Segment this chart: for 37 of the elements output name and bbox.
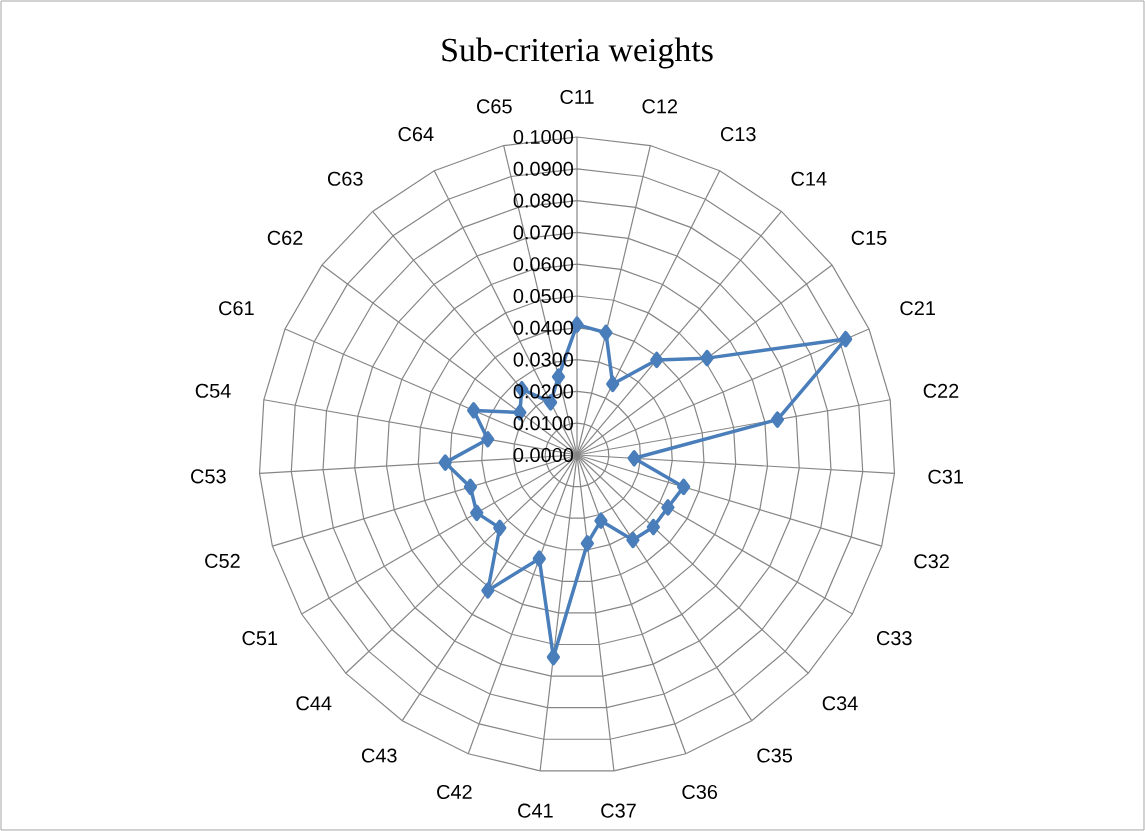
spoke-label: C32	[914, 554, 949, 569]
y-tick-label: 0.0000	[513, 447, 574, 463]
y-tick-label: 0.0600	[513, 257, 574, 272]
spoke-label: C15	[851, 230, 887, 245]
spoke-label: C63	[327, 171, 363, 186]
spoke-label: C42	[437, 784, 472, 799]
y-tick-label: 0.0800	[513, 193, 574, 208]
spoke-label: C37	[601, 803, 636, 818]
y-tick-label: 0.0100	[513, 416, 574, 431]
spoke-label: C41	[518, 803, 553, 818]
spoke-label: C64	[398, 127, 434, 142]
spoke-label: C51	[242, 631, 278, 646]
spoke-label: C12	[642, 99, 678, 114]
y-tick-label: 0.0700	[513, 225, 574, 240]
spoke-label: C34	[822, 696, 858, 711]
spoke-label: C43	[361, 748, 397, 763]
spoke-label: C22	[923, 383, 959, 398]
y-tick-label: 0.0400	[513, 320, 574, 335]
spoke-label: C54	[195, 383, 231, 398]
spoke-label: C65	[477, 99, 512, 114]
spoke-label: C62	[267, 230, 303, 245]
spoke-label: C13	[720, 127, 756, 142]
spoke-label: C35	[757, 748, 793, 763]
spoke-label: C52	[205, 553, 240, 568]
spoke-label: C11	[560, 89, 594, 104]
spoke-label: C36	[682, 784, 718, 799]
y-tick-label: 0.1000	[513, 129, 574, 145]
spoke-label: C61	[219, 301, 254, 316]
chart-title: Sub-criteria weights	[442, 37, 713, 69]
spoke-label: C21	[900, 301, 935, 316]
spoke-label: C44	[296, 696, 332, 711]
y-tick-label: 0.0900	[513, 161, 574, 176]
spoke-label: C14	[791, 171, 827, 186]
spoke-label: C33	[876, 631, 912, 646]
spoke-label: C53	[191, 469, 226, 484]
spoke-label: C31	[928, 469, 963, 484]
y-tick-label: 0.0500	[513, 288, 574, 304]
